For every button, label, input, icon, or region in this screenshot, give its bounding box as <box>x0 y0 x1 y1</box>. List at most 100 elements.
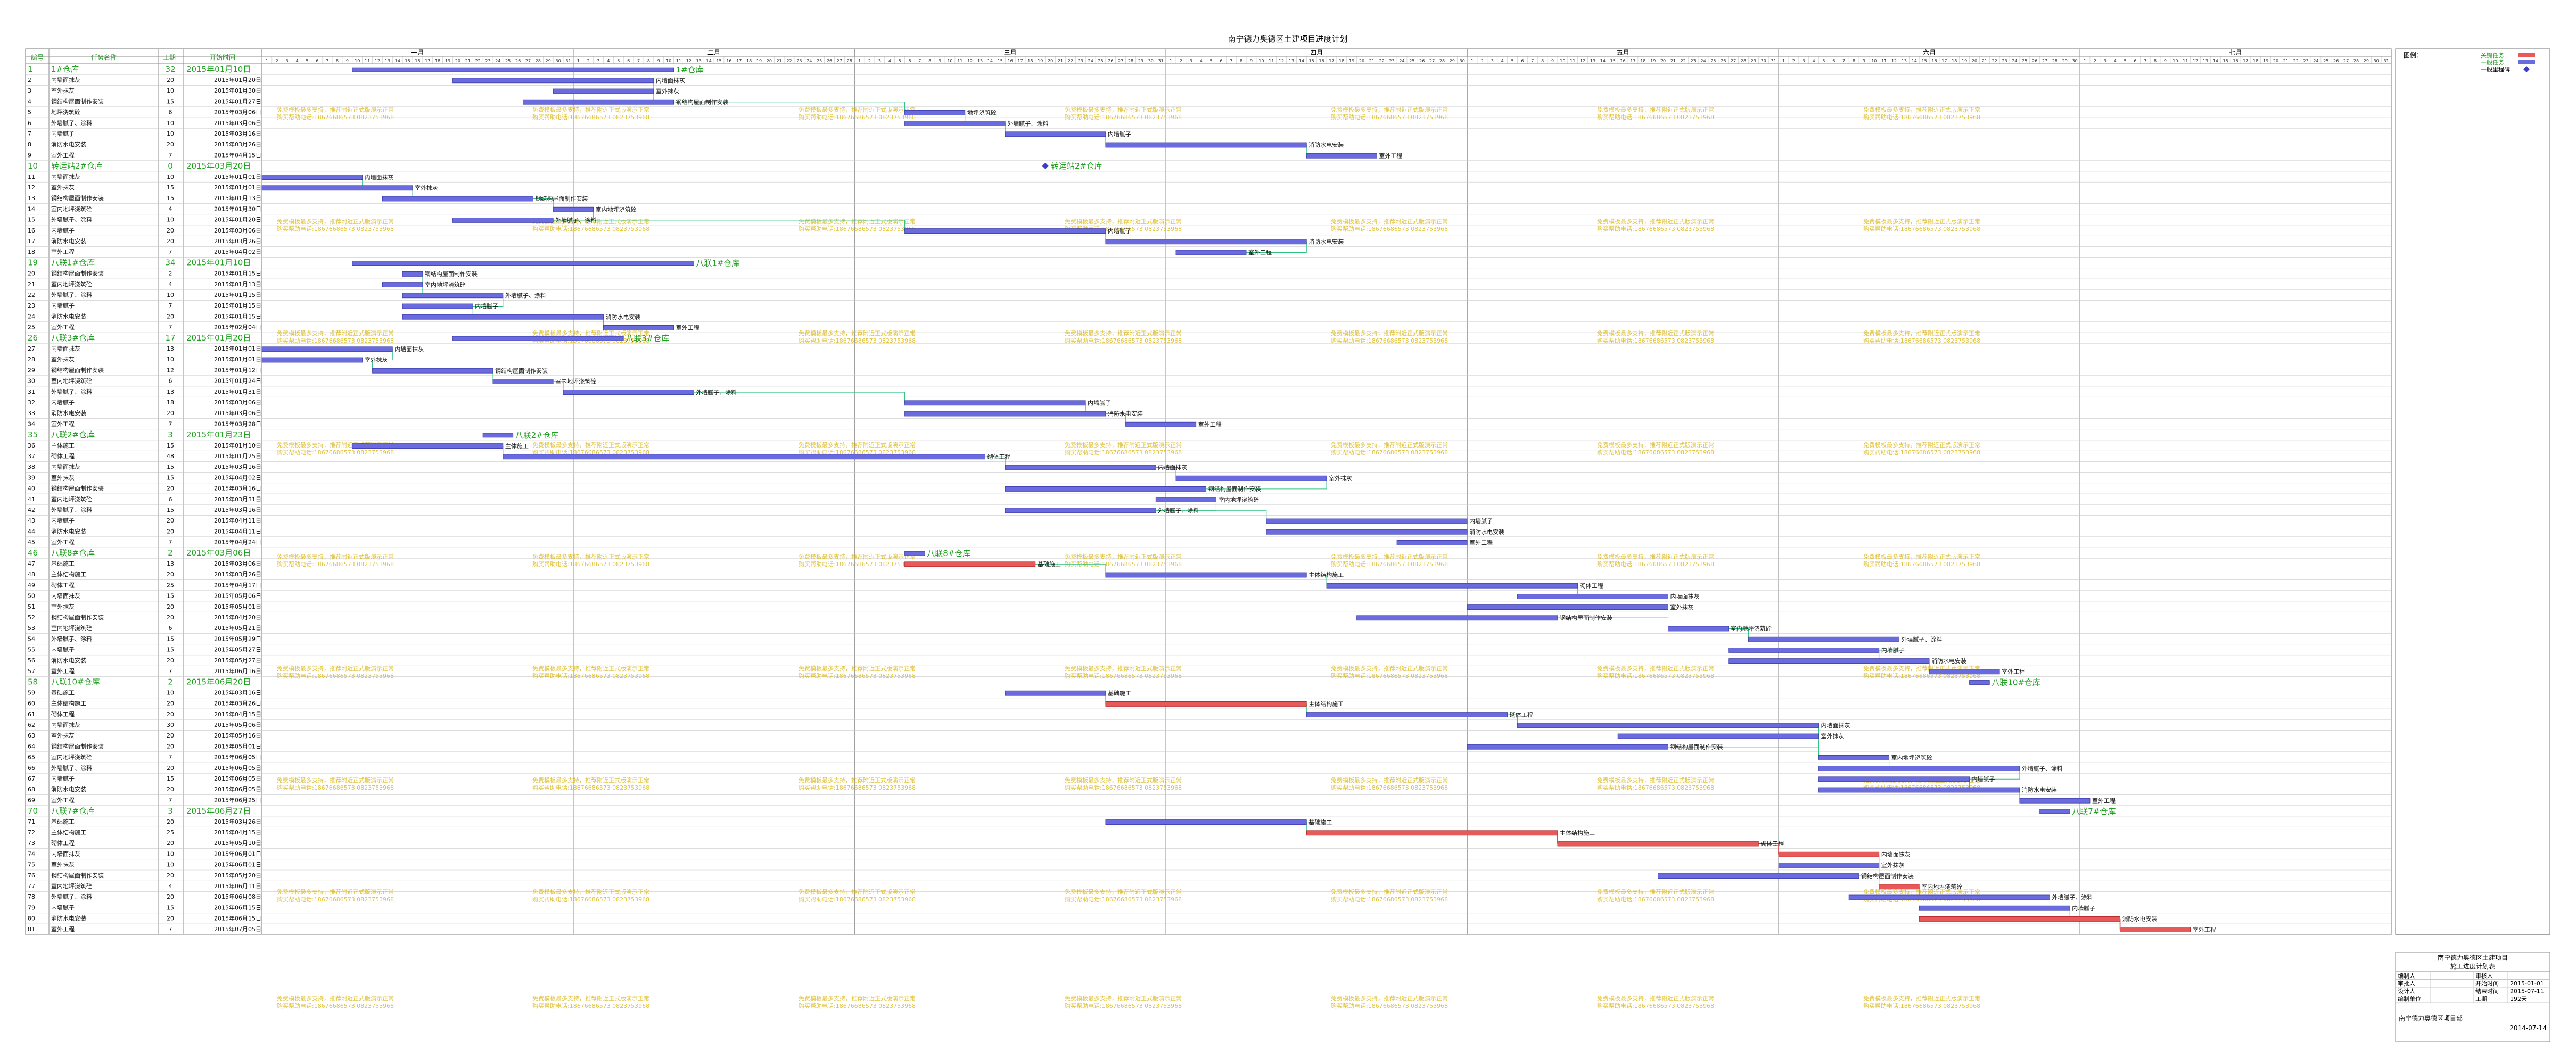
task-name[interactable]: 室内地坪浇筑砼 <box>51 624 92 632</box>
task-name[interactable]: 1#仓库 <box>51 64 79 74</box>
critical-task-bar[interactable] <box>1919 916 2120 922</box>
task-name[interactable]: 转运站2#仓库 <box>51 161 103 171</box>
task-name[interactable]: 室内地坪浇筑砼 <box>51 882 92 890</box>
task-name[interactable]: 内墙面抹灰 <box>51 463 80 470</box>
task-name[interactable]: 消防水电安装 <box>51 915 86 922</box>
task-bar[interactable] <box>503 454 985 460</box>
task-name[interactable]: 室外工程 <box>51 796 75 804</box>
task-name[interactable]: 主体结构施工 <box>51 700 86 707</box>
task-name[interactable]: 八联3#仓库 <box>51 333 95 343</box>
task-bar[interactable] <box>261 357 363 363</box>
task-bar[interactable] <box>1728 648 1880 653</box>
task-bar[interactable] <box>1105 239 1307 245</box>
task-bar[interactable] <box>904 400 1086 406</box>
task-name[interactable]: 消防水电安装 <box>51 657 86 664</box>
task-name[interactable]: 内墙腻子 <box>51 302 75 309</box>
task-name[interactable]: 内墙腻子 <box>51 399 75 406</box>
task-bar[interactable] <box>553 88 654 94</box>
summary-task-bar[interactable] <box>904 551 925 556</box>
task-bar[interactable] <box>1175 475 1327 481</box>
task-bar[interactable] <box>261 175 363 180</box>
task-bar[interactable] <box>904 110 966 115</box>
task-name[interactable]: 钢结构屋面制作安装 <box>51 194 104 202</box>
task-bar[interactable] <box>904 411 1106 417</box>
critical-task-bar[interactable] <box>2120 927 2191 932</box>
task-name[interactable]: 基础施工 <box>51 818 75 825</box>
task-name[interactable]: 室外抹灰 <box>51 355 75 363</box>
task-bar[interactable] <box>1818 776 1970 782</box>
task-bar[interactable] <box>1617 733 1819 739</box>
task-name[interactable]: 室内地坪浇筑砼 <box>51 280 92 288</box>
task-name[interactable]: 外墙腻子、涂料 <box>51 506 92 513</box>
task-bar[interactable] <box>904 228 1106 234</box>
task-name[interactable]: 内墙腻子 <box>51 227 75 234</box>
task-name[interactable]: 外墙腻子、涂料 <box>51 216 92 223</box>
task-name[interactable]: 室外抹灰 <box>51 184 75 191</box>
task-name[interactable]: 内墙面抹灰 <box>51 76 80 84</box>
summary-task-bar[interactable] <box>1969 680 1990 685</box>
task-bar[interactable] <box>1748 636 1899 642</box>
task-name[interactable]: 室外抹灰 <box>51 603 75 610</box>
task-bar[interactable] <box>1266 518 1468 524</box>
task-name[interactable]: 地坪浇筑砼 <box>51 109 80 116</box>
task-name[interactable]: 砌体工程 <box>51 710 75 718</box>
task-bar[interactable] <box>352 443 504 449</box>
task-name[interactable]: 内墙面抹灰 <box>51 173 80 180</box>
task-name[interactable]: 八联1#仓库 <box>51 258 95 268</box>
task-name[interactable]: 室内地坪浇筑砼 <box>51 753 92 761</box>
task-name[interactable]: 内墙面抹灰 <box>51 592 80 600</box>
task-bar[interactable] <box>1929 669 2000 675</box>
task-bar[interactable] <box>1155 497 1216 502</box>
task-bar[interactable] <box>1818 755 1890 760</box>
task-bar[interactable] <box>1396 540 1468 545</box>
task-bar[interactable] <box>1818 766 2020 771</box>
task-bar[interactable] <box>1517 594 1668 599</box>
task-bar[interactable] <box>1356 615 1558 621</box>
task-name[interactable]: 室外工程 <box>51 539 75 546</box>
task-bar[interactable] <box>1517 723 1819 728</box>
task-name[interactable]: 外墙腻子、涂料 <box>51 119 92 127</box>
task-bar[interactable] <box>261 346 393 352</box>
task-name[interactable]: 室外工程 <box>51 248 75 255</box>
summary-task-bar[interactable] <box>352 67 674 72</box>
task-name[interactable]: 消防水电安装 <box>51 312 86 320</box>
task-name[interactable]: 内墙面抹灰 <box>51 721 80 728</box>
task-name[interactable]: 室外抹灰 <box>51 474 75 481</box>
task-bar[interactable] <box>1105 572 1307 578</box>
task-bar[interactable] <box>452 217 554 223</box>
task-name[interactable]: 室外工程 <box>51 420 75 427</box>
task-bar[interactable] <box>1306 712 1508 717</box>
task-name[interactable]: 室外抹灰 <box>51 87 75 94</box>
task-bar[interactable] <box>1266 529 1468 535</box>
task-name[interactable]: 钢结构屋面制作安装 <box>51 872 104 879</box>
task-name[interactable]: 钢结构屋面制作安装 <box>51 270 104 277</box>
critical-task-bar[interactable] <box>1306 830 1558 836</box>
task-name[interactable]: 室外工程 <box>51 324 75 331</box>
task-bar[interactable] <box>603 325 674 330</box>
task-name[interactable]: 室外工程 <box>51 925 75 933</box>
task-bar[interactable] <box>1306 153 1377 159</box>
task-bar[interactable] <box>563 390 694 395</box>
task-name[interactable]: 消防水电安装 <box>51 785 86 793</box>
task-name[interactable]: 砌体工程 <box>51 581 75 589</box>
task-bar[interactable] <box>1919 905 2070 911</box>
task-name[interactable]: 八联10#仓库 <box>51 677 100 687</box>
summary-task-bar[interactable] <box>352 261 694 266</box>
task-name[interactable]: 室外工程 <box>51 667 75 675</box>
task-bar[interactable] <box>1005 465 1156 470</box>
critical-task-bar[interactable] <box>1557 841 1759 847</box>
task-name[interactable]: 钢结构屋面制作安装 <box>51 485 104 492</box>
task-name[interactable]: 外墙腻子、涂料 <box>51 764 92 772</box>
task-name[interactable]: 内墙面抹灰 <box>51 850 80 857</box>
task-name[interactable]: 外墙腻子、涂料 <box>51 291 92 299</box>
task-name[interactable]: 室外抹灰 <box>51 732 75 739</box>
summary-task-bar[interactable] <box>2039 809 2070 814</box>
task-name[interactable]: 八联8#仓库 <box>51 548 95 558</box>
task-name[interactable]: 内墙腻子 <box>51 646 75 653</box>
task-bar[interactable] <box>1105 819 1307 825</box>
task-name[interactable]: 内墙腻子 <box>51 130 75 137</box>
task-bar[interactable] <box>1105 142 1307 148</box>
task-name[interactable]: 钢结构屋面制作安装 <box>51 366 104 374</box>
task-name[interactable]: 主体结构施工 <box>51 570 86 578</box>
task-name[interactable]: 室外抹灰 <box>51 861 75 868</box>
